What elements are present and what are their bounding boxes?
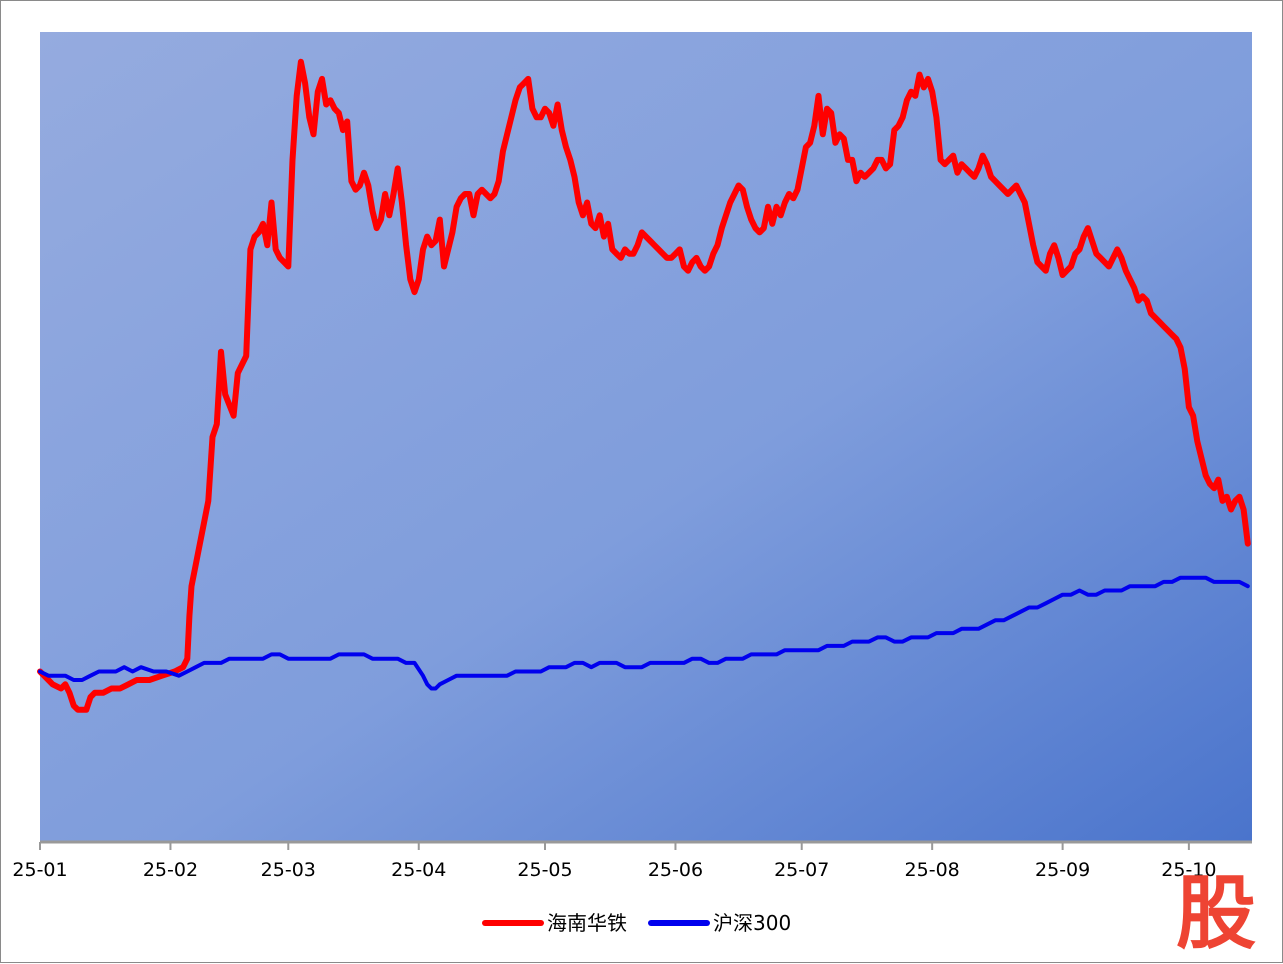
legend: 海南华铁 沪深300 <box>482 911 791 935</box>
x-tick-label: 25-07 <box>774 859 829 881</box>
legend-label-1: 海南华铁 <box>547 911 627 935</box>
series-line-1 <box>37 58 1251 713</box>
x-tick-label: 25-02 <box>143 859 198 881</box>
x-tick-label: 25-05 <box>517 859 572 881</box>
x-tick-label: 25-04 <box>391 859 446 881</box>
x-tick-label: 25-09 <box>1035 859 1090 881</box>
x-tick-label: 25-01 <box>12 859 67 881</box>
x-tick-label: 25-10 <box>1161 859 1216 881</box>
x-tick-label: 25-03 <box>261 859 316 881</box>
x-tick-label: 25-06 <box>648 859 703 881</box>
series-layer <box>37 58 1251 713</box>
plot-area <box>40 32 1252 842</box>
watermark-logo: 股 <box>1176 867 1256 960</box>
series-line-2 <box>38 575 1250 691</box>
legend-label-2: 沪深300 <box>713 911 791 935</box>
x-tick-label: 25-08 <box>905 859 960 881</box>
x-axis-ticks: 25-01 25-02 25-03 25-04 25-05 25-06 25-07 25-08… <box>12 842 1216 881</box>
